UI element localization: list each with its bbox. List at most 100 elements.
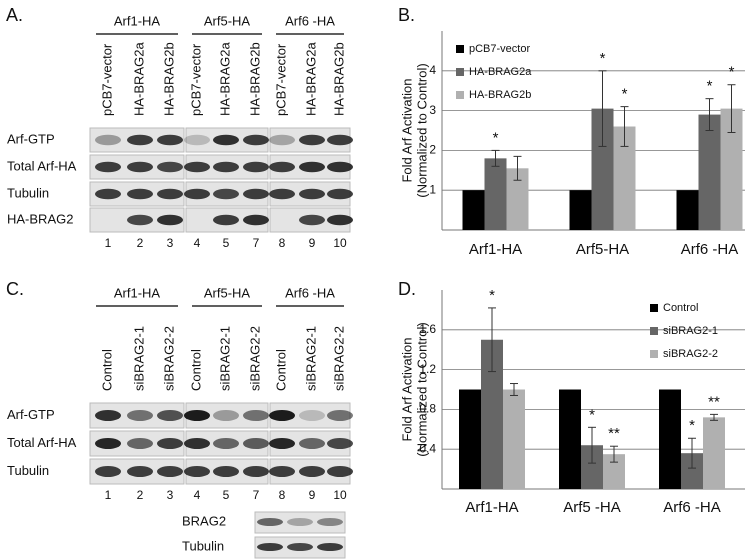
y-axis-label: (Normalized to Control) <box>414 322 429 456</box>
row-label: Tubulin <box>7 185 49 200</box>
blot-band <box>95 161 121 173</box>
error-bar <box>620 106 629 147</box>
x-tick-label: Arf5 -HA <box>563 499 621 516</box>
lane-number: 3 <box>167 236 174 250</box>
blot-band <box>327 438 353 449</box>
panel-label: B. <box>398 5 415 25</box>
lane-label: Control <box>99 349 114 391</box>
lane-number: 5 <box>223 488 230 502</box>
blot-band <box>243 161 269 173</box>
blot-band <box>243 214 269 226</box>
lane-label: siBRAG2-1 <box>217 326 232 391</box>
error-bar <box>688 437 696 469</box>
blot-band <box>327 161 353 173</box>
legend-label: HA-BRAG2b <box>469 89 531 101</box>
lane-label: HA-BRAG2b <box>331 42 346 116</box>
legend-label: pCB7-vector <box>469 43 530 55</box>
lane-number: 7 <box>253 236 260 250</box>
annotation: ** <box>608 425 620 442</box>
blot-band <box>127 188 153 200</box>
blot-band <box>243 466 269 477</box>
annotation: ** <box>708 393 720 410</box>
blot-band <box>127 161 153 173</box>
row-label: Arf-GTP <box>7 131 55 146</box>
x-tick-label: Arf6 -HA <box>681 241 739 258</box>
lane-number: 2 <box>137 236 144 250</box>
annotation: * <box>707 78 713 95</box>
lane-number: 1 <box>105 236 112 250</box>
blot-band <box>213 466 239 477</box>
annotation: * <box>729 64 735 81</box>
lane-number: 9 <box>309 488 316 502</box>
error-bar <box>588 426 596 464</box>
blot-band <box>269 188 295 200</box>
blot-band <box>299 188 325 200</box>
blot-band <box>127 134 153 146</box>
error-bar <box>705 98 714 131</box>
blot-band <box>269 438 295 449</box>
blot-band <box>213 161 239 173</box>
blot-band <box>95 466 121 477</box>
bar <box>481 339 503 489</box>
legend-swatch <box>650 327 658 335</box>
blot-band <box>269 161 295 173</box>
lane-number: 10 <box>333 236 347 250</box>
blot-band <box>95 134 121 146</box>
error-bar <box>727 84 736 133</box>
blot-band <box>213 438 239 449</box>
lane-label: siBRAG2-2 <box>331 326 346 391</box>
blot-band <box>127 410 153 421</box>
bar <box>462 190 485 230</box>
lane-label: HA-BRAG2a <box>131 42 146 116</box>
blot-band <box>184 188 210 200</box>
legend-swatch <box>650 304 658 312</box>
blot-band <box>257 543 283 551</box>
lane-number: 9 <box>309 236 316 250</box>
lane-number: 8 <box>279 488 286 502</box>
blot-band <box>157 161 183 173</box>
y-axis-label: Fold Arf Activation <box>399 78 414 182</box>
lane-label: pCB7-vector <box>273 43 288 116</box>
bar <box>681 453 703 489</box>
lane-label: siBRAG2-2 <box>247 326 262 391</box>
error-bar <box>710 413 718 421</box>
bar <box>569 190 592 230</box>
annotation: * <box>589 406 595 423</box>
blot-band <box>299 161 325 173</box>
blot-band <box>184 161 210 173</box>
lane-label: siBRAG2-2 <box>161 326 176 391</box>
blot-band <box>317 518 343 526</box>
y-tick-label: 1.2 <box>419 362 436 376</box>
row-label: Total Arf-HA <box>7 435 77 450</box>
group-header: Arf6 -HA <box>285 285 335 300</box>
lane-label: HA-BRAG2a <box>217 42 232 116</box>
blot-band <box>127 214 153 226</box>
lane-label: siBRAG2-1 <box>131 326 146 391</box>
blot-band <box>243 134 269 146</box>
error-bar <box>598 70 607 147</box>
annotation: * <box>689 417 695 434</box>
bar <box>484 158 507 230</box>
blot-band <box>95 410 121 421</box>
lane-label: pCB7-vector <box>99 43 114 116</box>
blot-band <box>287 518 313 526</box>
annotation: * <box>622 86 628 103</box>
bar <box>506 168 529 230</box>
annotation: * <box>600 50 606 67</box>
bar <box>559 389 581 489</box>
blot-strip <box>254 511 346 534</box>
row-label: Arf-GTP <box>7 407 55 422</box>
legend-swatch <box>456 45 464 53</box>
lane-number: 3 <box>167 488 174 502</box>
y-tick-label: 1.6 <box>419 322 436 336</box>
blot-band <box>157 214 183 226</box>
blot-band <box>299 466 325 477</box>
blot-band <box>243 410 269 421</box>
bar <box>503 389 525 489</box>
bar <box>659 389 681 489</box>
bar <box>703 417 725 489</box>
blot-band <box>299 410 325 421</box>
bar <box>591 108 614 230</box>
blot-band <box>157 466 183 477</box>
blot-band <box>213 134 239 146</box>
